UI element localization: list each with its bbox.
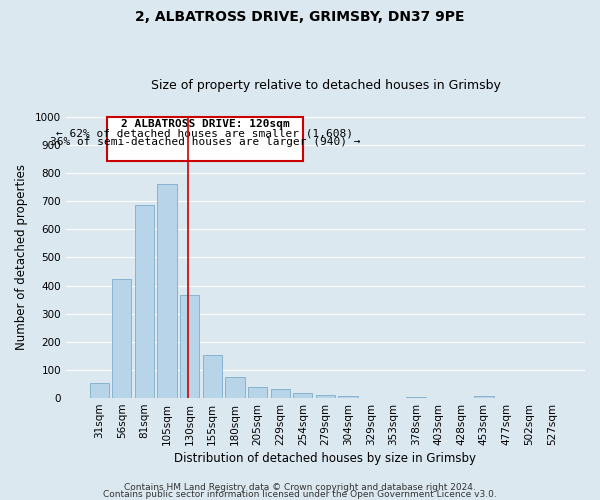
Bar — [271, 389, 290, 398]
X-axis label: Distribution of detached houses by size in Grimsby: Distribution of detached houses by size … — [175, 452, 476, 465]
Bar — [293, 393, 313, 398]
Bar — [248, 387, 267, 398]
Bar — [474, 396, 494, 398]
Bar — [180, 296, 199, 398]
Text: 2, ALBATROSS DRIVE, GRIMSBY, DN37 9PE: 2, ALBATROSS DRIVE, GRIMSBY, DN37 9PE — [135, 10, 465, 24]
Text: Contains public sector information licensed under the Open Government Licence v3: Contains public sector information licen… — [103, 490, 497, 499]
Text: 36% of semi-detached houses are larger (940) →: 36% of semi-detached houses are larger (… — [50, 137, 360, 147]
Bar — [135, 206, 154, 398]
Text: ← 62% of detached houses are smaller (1,608): ← 62% of detached houses are smaller (1,… — [56, 128, 353, 138]
Bar — [89, 384, 109, 398]
Title: Size of property relative to detached houses in Grimsby: Size of property relative to detached ho… — [151, 79, 500, 92]
Bar — [316, 394, 335, 398]
FancyBboxPatch shape — [107, 117, 303, 161]
Text: 2 ALBATROSS DRIVE: 120sqm: 2 ALBATROSS DRIVE: 120sqm — [121, 119, 289, 129]
Bar — [226, 377, 245, 398]
Bar — [203, 356, 222, 398]
Text: Contains HM Land Registry data © Crown copyright and database right 2024.: Contains HM Land Registry data © Crown c… — [124, 484, 476, 492]
Y-axis label: Number of detached properties: Number of detached properties — [15, 164, 28, 350]
Bar — [112, 278, 131, 398]
Bar — [406, 396, 425, 398]
Bar — [338, 396, 358, 398]
Bar — [157, 184, 176, 398]
